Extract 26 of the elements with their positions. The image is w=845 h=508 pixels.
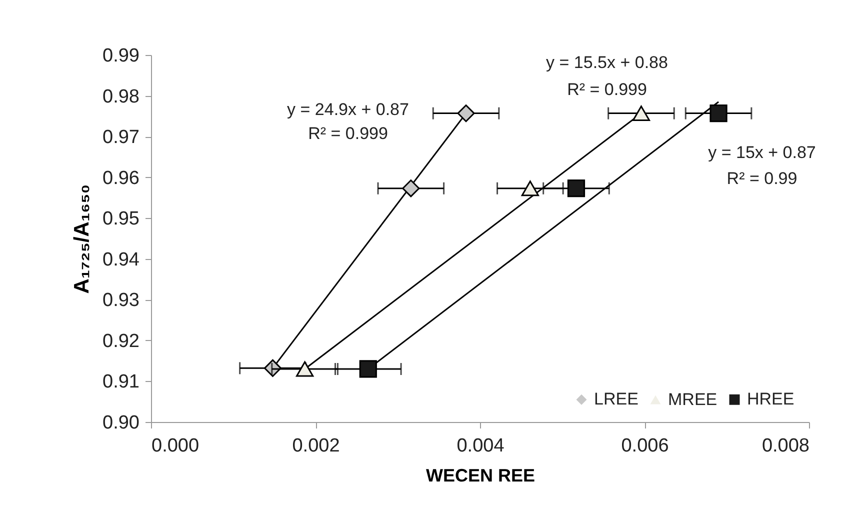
x-tick-label: 0.008: [762, 436, 810, 456]
annotation: y = 15.5x + 0.88: [546, 53, 668, 72]
y-tick-label: 0.96: [102, 168, 140, 189]
x-tick-label: 0.006: [621, 436, 669, 456]
y-tick-label: 0.95: [102, 208, 140, 230]
y-axis-title: A₁₇₂₅/A₁₆₅₀: [70, 184, 94, 294]
annotation: R² = 0.999: [567, 80, 647, 99]
y-tick-label: 0.93: [102, 290, 140, 312]
annotation: R² = 0.999: [308, 124, 388, 143]
y-tick-label: 0.92: [102, 330, 140, 352]
x-tick-label: 0.002: [292, 436, 340, 456]
y-tick-label: 0.98: [102, 86, 140, 108]
annotation: y = 24.9x + 0.87: [287, 100, 409, 119]
annotation: R² = 0.99: [726, 169, 798, 188]
annotation: y = 15x + 0.87: [708, 143, 816, 162]
legend-label: MREE: [668, 390, 718, 409]
y-tick-label: 0.91: [102, 372, 140, 393]
y-tick-label: 0.99: [102, 46, 140, 66]
y-tick-label: 0.94: [102, 249, 140, 270]
x-tick-label: 0.004: [456, 436, 505, 456]
x-axis-title: WECEN REE: [426, 466, 536, 486]
legend-label: HREE: [747, 390, 794, 409]
x-tick-label: 0.000: [152, 436, 200, 456]
y-tick-label: 0.97: [102, 127, 140, 148]
y-tick-label: 0.90: [102, 412, 140, 434]
legend-label: LREE: [594, 390, 638, 409]
